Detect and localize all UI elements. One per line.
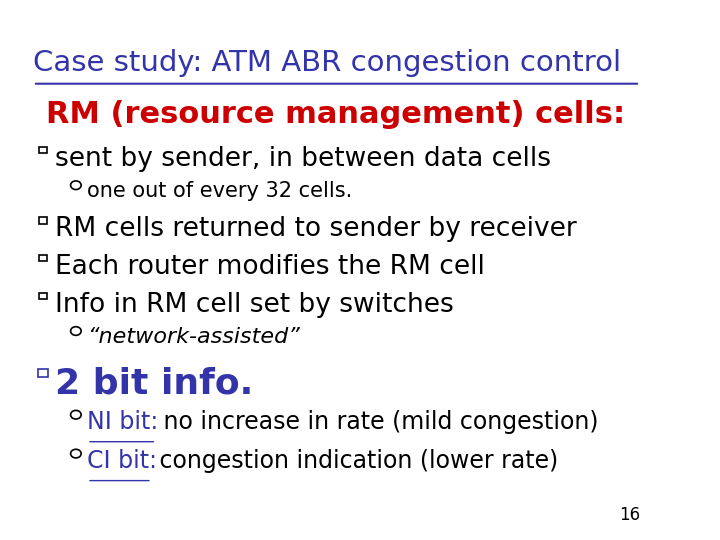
Text: CI bit:: CI bit: bbox=[87, 449, 157, 473]
Text: one out of every 32 cells.: one out of every 32 cells. bbox=[87, 181, 352, 201]
Circle shape bbox=[71, 449, 81, 458]
Text: no increase in rate (mild congestion): no increase in rate (mild congestion) bbox=[156, 410, 599, 434]
FancyBboxPatch shape bbox=[39, 217, 47, 224]
Text: RM (resource management) cells:: RM (resource management) cells: bbox=[46, 100, 625, 129]
Circle shape bbox=[71, 181, 81, 190]
Text: 2 bit info.: 2 bit info. bbox=[55, 366, 253, 400]
Text: Case study: ATM ABR congestion control: Case study: ATM ABR congestion control bbox=[33, 49, 621, 77]
Text: NI bit:: NI bit: bbox=[87, 410, 158, 434]
Circle shape bbox=[71, 327, 81, 335]
Text: Each router modifies the RM cell: Each router modifies the RM cell bbox=[55, 254, 485, 280]
Circle shape bbox=[71, 410, 81, 419]
FancyBboxPatch shape bbox=[39, 293, 47, 299]
FancyBboxPatch shape bbox=[38, 368, 48, 377]
FancyBboxPatch shape bbox=[39, 255, 47, 261]
Text: sent by sender, in between data cells: sent by sender, in between data cells bbox=[55, 146, 551, 172]
Text: Info in RM cell set by switches: Info in RM cell set by switches bbox=[55, 292, 454, 318]
Text: “network-assisted”: “network-assisted” bbox=[87, 327, 300, 347]
Text: RM cells returned to sender by receiver: RM cells returned to sender by receiver bbox=[55, 216, 577, 242]
FancyBboxPatch shape bbox=[39, 147, 47, 153]
Text: 16: 16 bbox=[619, 506, 640, 524]
Text: congestion indication (lower rate): congestion indication (lower rate) bbox=[152, 449, 558, 473]
